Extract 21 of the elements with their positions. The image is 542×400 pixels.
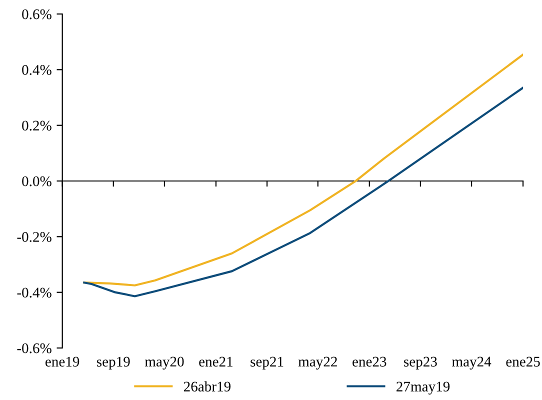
y-tick-label: -0.4%: [17, 288, 52, 298]
x-tick-label: sep23: [404, 356, 437, 370]
line-series: [83, 54, 524, 286]
y-tick-label: -0.2%: [17, 232, 52, 242]
x-tick-label: may22: [298, 356, 337, 370]
legend-label: 27may19: [396, 382, 450, 395]
x-tick-label: may24: [452, 356, 492, 370]
x-tick-label: sep19: [96, 356, 130, 370]
y-tick-label: 0.6%: [22, 9, 52, 20]
y-tick-label: 0.2%: [22, 120, 52, 131]
x-tick-label: sep21: [250, 356, 284, 370]
x-tick-label: may20: [144, 356, 184, 370]
x-tick-label: ene21: [199, 356, 232, 367]
x-tick-label: ene25: [506, 356, 540, 367]
y-tick-label: 0.4%: [22, 65, 52, 75]
y-tick-label: 0.0%: [22, 176, 52, 186]
line-series: [83, 86, 524, 298]
y-tick-label: -0.6%: [17, 343, 52, 354]
x-tick-label: ene19: [45, 356, 80, 367]
legend-label: 26abr19: [184, 381, 231, 392]
x-tick-label: ene23: [352, 356, 386, 367]
